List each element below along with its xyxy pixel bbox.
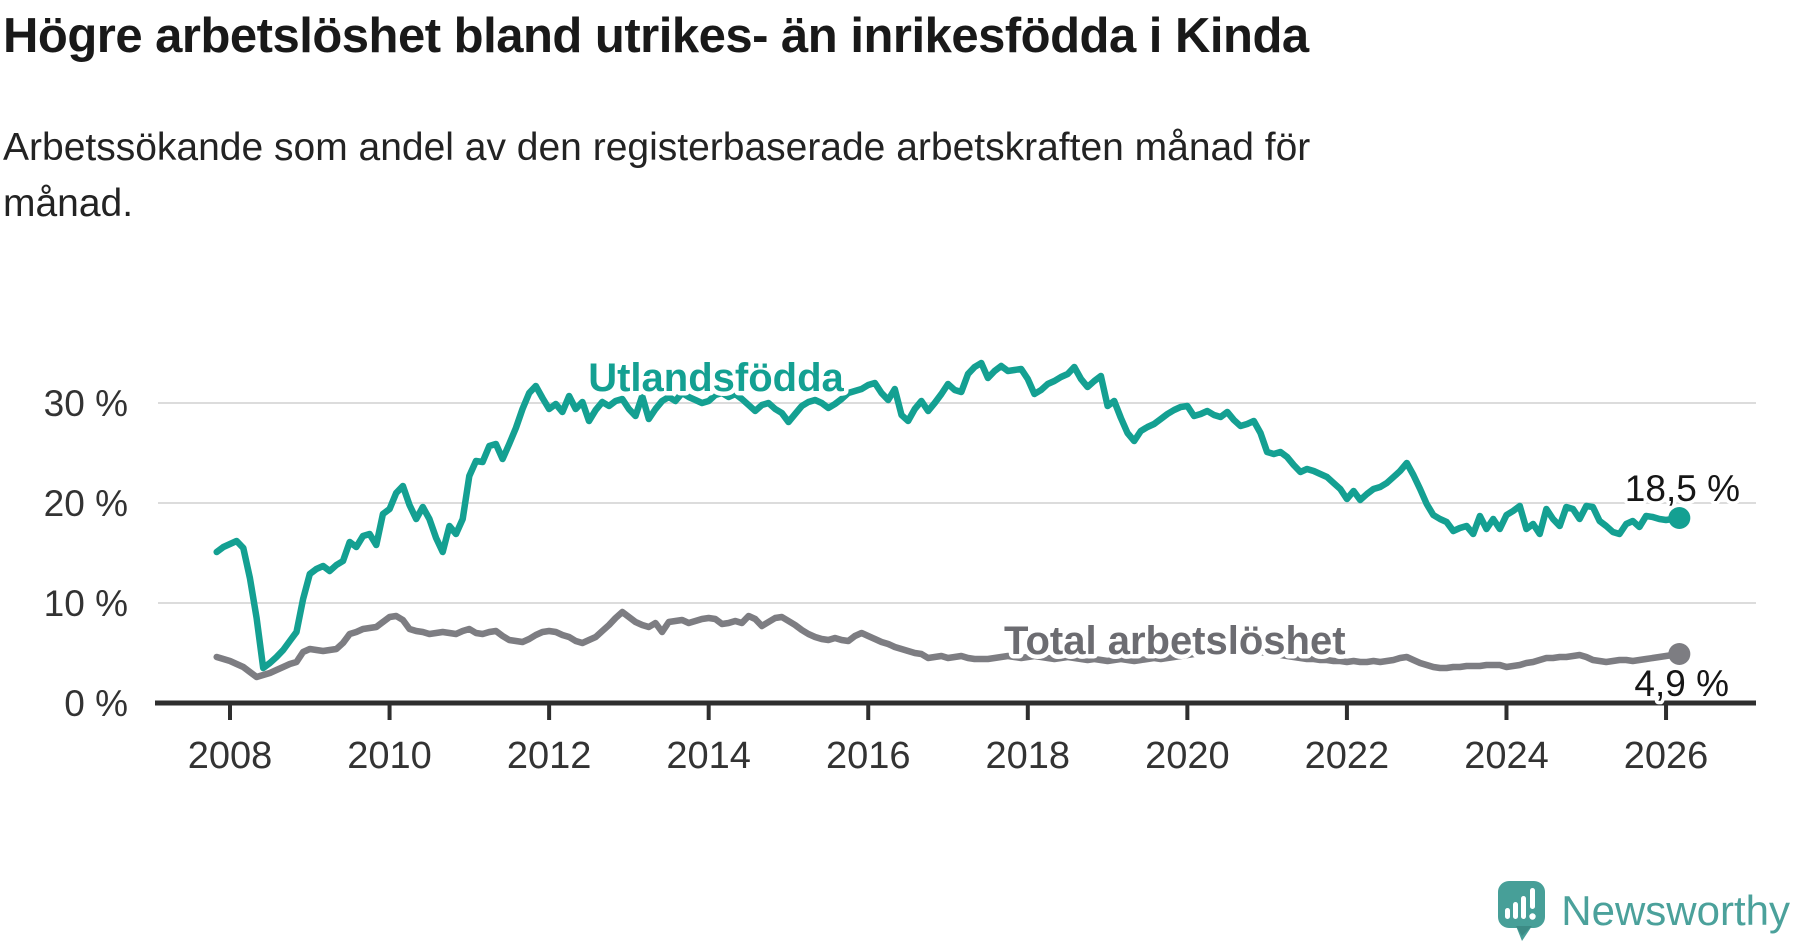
x-axis-label: 2022: [1305, 735, 1390, 777]
y-axis-label: 20 %: [44, 483, 128, 524]
x-axis-label: 2026: [1624, 735, 1709, 777]
bar-chart-speech-bubble-icon: [1498, 881, 1546, 941]
utlandsfodda-end-dot: [1668, 507, 1691, 529]
newsworthy-logo: Newsworthy: [1497, 880, 1790, 942]
x-axis-label: 2024: [1464, 735, 1549, 777]
x-axis-label: 2018: [986, 735, 1071, 777]
utlandsfodda-series-label: Utlandsfödda: [588, 356, 844, 400]
total-arbetsloshet-value-label: 4,9 %: [1634, 663, 1729, 704]
total-arbetsloshet-series-label: Total arbetslöshet: [1004, 619, 1346, 663]
chart-subtitle: Arbetssökande som andel av den registerb…: [3, 126, 1311, 225]
x-axis-label: 2020: [1145, 735, 1230, 777]
x-axis-label: 2010: [347, 735, 432, 777]
utlandsfodda-value-label: 18,5 %: [1625, 468, 1740, 509]
x-axis-label: 2012: [507, 735, 592, 777]
page-title: Högre arbetslöshet bland utrikes- än inr…: [3, 9, 1309, 63]
y-axis-label: 0 %: [64, 683, 128, 724]
x-axis-label: 2016: [826, 735, 911, 777]
x-axis-label: 2008: [188, 735, 273, 777]
utlandsfodda-line: [213, 359, 1683, 672]
brand-name: Newsworthy: [1561, 887, 1790, 934]
y-axis-label: 10 %: [44, 583, 128, 624]
y-axis-label: 30 %: [44, 383, 128, 424]
total-arbetsloshet-line: [213, 608, 1683, 681]
x-axis-label: 2014: [666, 735, 751, 777]
total-arbetsloshet-end-dot: [1668, 643, 1691, 665]
